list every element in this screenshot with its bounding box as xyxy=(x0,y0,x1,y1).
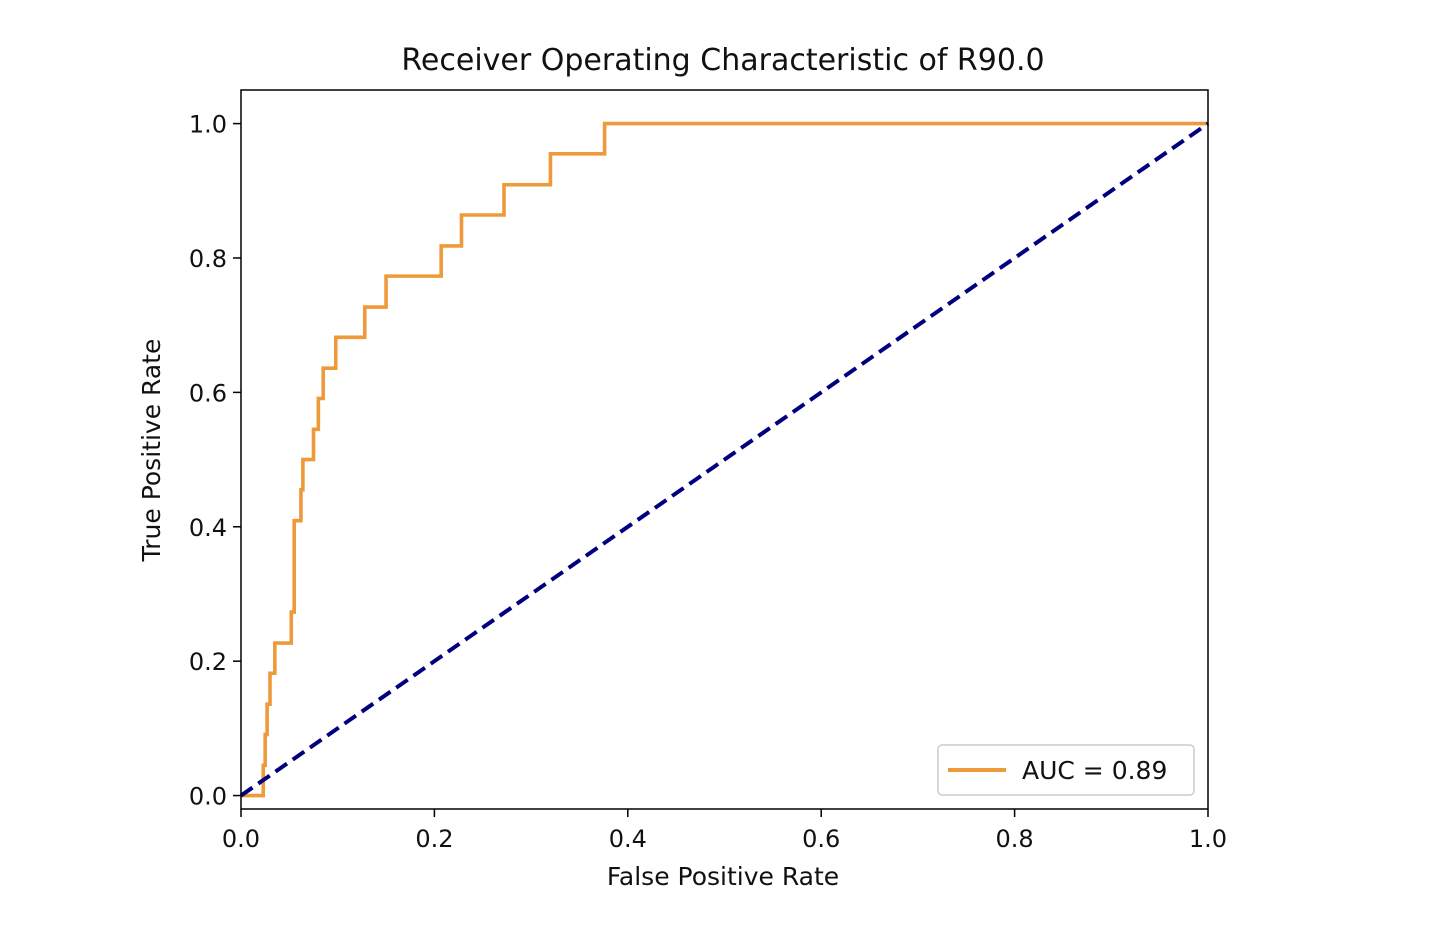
x-axis: 0.0 0.2 0.4 0.6 0.8 1.0 xyxy=(222,809,1227,853)
y-tick-label: 0.2 xyxy=(189,648,227,676)
x-tick-label: 0.4 xyxy=(609,825,647,853)
y-tick-label: 0.4 xyxy=(189,514,227,542)
chance-diagonal-line xyxy=(239,121,1210,798)
y-axis: 0.0 0.2 0.4 0.6 0.8 1.0 xyxy=(189,111,241,811)
roc-curve-line xyxy=(241,121,1208,798)
y-tick-label: 0.0 xyxy=(189,783,227,811)
x-tick-label: 0.0 xyxy=(222,825,260,853)
y-tick-label: 1.0 xyxy=(189,111,227,139)
y-axis-label: True Positive Rate xyxy=(137,339,166,563)
plot-frame xyxy=(240,89,1209,810)
y-tick-label: 0.6 xyxy=(189,379,227,407)
legend: AUC = 0.89 xyxy=(937,744,1195,796)
x-tick-label: 0.6 xyxy=(802,825,840,853)
x-tick-label: 1.0 xyxy=(1189,825,1227,853)
y-tick-label: 0.8 xyxy=(189,245,227,273)
chart-title: Receiver Operating Characteristic of R90… xyxy=(401,43,1044,78)
legend-box xyxy=(937,744,1195,796)
legend-label-auc: AUC = 0.89 xyxy=(1022,756,1167,785)
x-tick-label: 0.2 xyxy=(415,825,453,853)
x-tick-label: 0.8 xyxy=(996,825,1034,853)
plot-area xyxy=(239,121,1210,798)
x-axis-label: False Positive Rate xyxy=(607,862,839,891)
